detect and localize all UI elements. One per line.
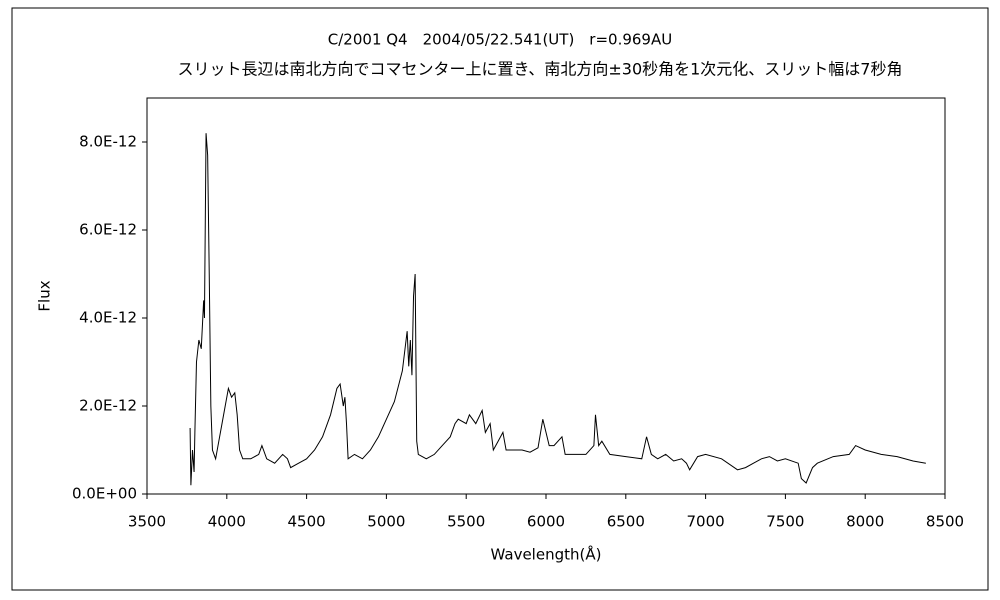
y-tick-label: 8.0E-12 [79, 133, 137, 151]
x-tick-label: 5000 [367, 513, 405, 531]
chart-subtitle: スリット長辺は南北方向でコマセンター上に置き、南北方向±30秒角を1次元化、スリ… [177, 60, 902, 79]
x-tick-label: 6500 [607, 513, 645, 531]
y-tick-label: 2.0E-12 [79, 397, 137, 415]
x-tick-label: 4500 [288, 513, 326, 531]
x-tick-label: 5500 [447, 513, 485, 531]
y-axis-label: Flux [36, 280, 54, 311]
y-tick-label: 4.0E-12 [79, 309, 137, 327]
x-tick-label: 6000 [527, 513, 565, 531]
y-tick-label: 0.0E+00 [72, 485, 137, 503]
y-tick-label: 6.0E-12 [79, 221, 137, 239]
chart-title: C/2001 Q4 2004/05/22.541(UT) r=0.969AU [328, 31, 672, 49]
spectrum-line [189, 133, 926, 486]
x-axis-label: Wavelength(Å) [491, 545, 602, 564]
x-tick-label: 7500 [766, 513, 804, 531]
x-tick-label: 8500 [926, 513, 964, 531]
chart-frame [11, 7, 989, 591]
x-tick-label: 7000 [687, 513, 725, 531]
x-tick-label: 4000 [208, 513, 246, 531]
x-tick-label: 8000 [846, 513, 884, 531]
x-tick-label: 3500 [128, 513, 166, 531]
